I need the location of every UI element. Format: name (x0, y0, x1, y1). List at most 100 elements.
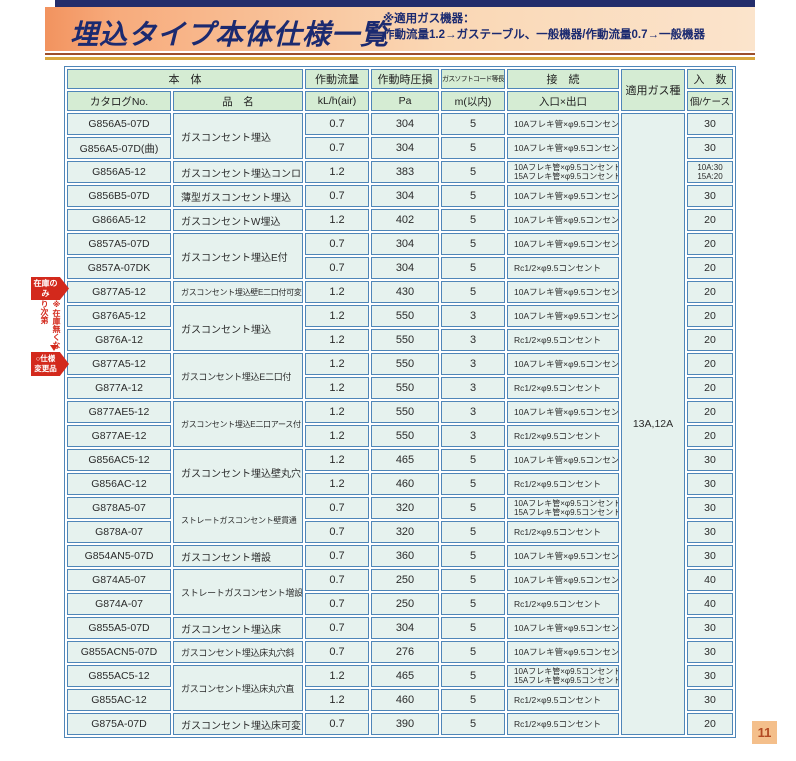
table-row: G877AE5-12 ガスコンセント埋込E二口アース付 1.2 550 3 10Aフレキ管… (67, 401, 733, 447)
cord-length-cell: 5 (441, 545, 505, 567)
catalog-no-cell: G856AC5-12 (67, 449, 171, 471)
flow-cell: 0.7 (305, 713, 369, 735)
qty-cell: 40 (687, 593, 733, 615)
flow-cell: 0.7 (305, 113, 369, 135)
product-name-cell: ガスコンセント埋込壁E二口付可変 (173, 281, 303, 303)
cord-length-cell: 5 (441, 497, 505, 519)
header-connection-unit: 入口×出口 (507, 91, 619, 111)
header-qty-unit: 個/ケース (687, 91, 733, 111)
spec-change-flag: ○仕様変更品 (31, 352, 69, 376)
product-name-cell: ガスコンセント埋込E付 (173, 233, 303, 279)
table-row: G877A5-12 ガスコンセント埋込E二口付 1.2 550 3 10Aフレキ管×φ9.… (67, 353, 733, 399)
cord-length-cell: 5 (441, 641, 505, 663)
flow-cell: 1.2 (305, 305, 369, 327)
pressure-cell: 250 (371, 569, 439, 591)
pressure-cell: 304 (371, 113, 439, 135)
header-flow: 作動流量 (305, 69, 369, 89)
gas-note-line2: 作動流量1.2→ガステーブル、一般機器/作動流量0.7→一般機器 (383, 28, 705, 41)
product-name-cell: ガスコンセントW埋込 (173, 209, 303, 231)
qty-cell: 20 (687, 281, 733, 303)
pressure-cell: 304 (371, 617, 439, 639)
catalog-no-cell: G877A5-12 (67, 281, 171, 303)
connection-cell: 10Aフレキ管×φ9.5コンセント (507, 137, 619, 159)
flow-cell: 1.2 (305, 425, 369, 447)
qty-cell: 20 (687, 209, 733, 231)
pressure-cell: 550 (371, 353, 439, 375)
spec-table-head: 本 体 作動流量 作動時圧損 ガスソフトコード等長さ 接 続 適用ガス種 入 数… (67, 69, 733, 111)
flow-cell: 0.7 (305, 497, 369, 519)
qty-cell: 20 (687, 401, 733, 423)
qty-cell: 40 (687, 569, 733, 591)
pressure-cell: 550 (371, 425, 439, 447)
flow-cell: 0.7 (305, 233, 369, 255)
qty-cell: 20 (687, 329, 733, 351)
flow-cell: 1.2 (305, 449, 369, 471)
catalog-no-cell: G878A5-07 (67, 497, 171, 519)
connection-cell: 10Aフレキ管×φ9.5コンセント (507, 569, 619, 591)
cord-length-cell: 5 (441, 449, 505, 471)
qty-cell: 20 (687, 425, 733, 447)
connection-cell: 10Aフレキ管×φ9.5コンセント (507, 233, 619, 255)
cord-length-cell: 3 (441, 425, 505, 447)
table-row: G856AC5-12 ガスコンセント埋込壁丸穴 1.2 465 5 10Aフレキ管×φ9.… (67, 449, 733, 495)
catalog-no-cell: G874A-07 (67, 593, 171, 615)
catalog-no-cell: G857A-07DK (67, 257, 171, 279)
catalog-no-cell: G856B5-07D (67, 185, 171, 207)
qty-cell: 30 (687, 449, 733, 471)
catalog-no-cell: G877AE5-12 (67, 401, 171, 423)
connection-cell: Rc1/2×φ9.5コンセント (507, 689, 619, 711)
connection-cell: Rc1/2×φ9.5コンセント (507, 593, 619, 615)
cord-length-cell: 5 (441, 473, 505, 495)
catalog-no-cell: G856AC-12 (67, 473, 171, 495)
pressure-cell: 304 (371, 137, 439, 159)
connection-cell: 10Aフレキ管×φ9.5コンセント (507, 617, 619, 639)
flow-cell: 1.2 (305, 161, 369, 183)
header-connection: 接 続 (507, 69, 619, 89)
connection-cell: 10Aフレキ管×φ9.5コンセント (507, 209, 619, 231)
connection-cell: 10Aフレキ管×φ9.5コンセント (507, 449, 619, 471)
qty-cell: 30 (687, 497, 733, 519)
qty-cell: 30 (687, 641, 733, 663)
table-row: G856B5-07D 薄型ガスコンセント埋込 0.7 304 5 10Aフレキ管×φ9.5… (67, 185, 733, 207)
product-name-cell: ガスコンセント埋込床 (173, 617, 303, 639)
cord-length-cell: 5 (441, 209, 505, 231)
cord-length-cell: 5 (441, 281, 505, 303)
product-name-cell: ガスコンセント埋込床可変 (173, 713, 303, 735)
product-name-cell: ガスコンセント埋込壁丸穴 (173, 449, 303, 495)
table-row: G856A5-07D ガスコンセント埋込 0.7 304 5 10Aフレキ管×φ9.5コン… (67, 113, 733, 735)
connection-cell: 10Aフレキ管×φ9.5コンセント (507, 185, 619, 207)
pressure-cell: 276 (371, 641, 439, 663)
flow-cell: 1.2 (305, 665, 369, 687)
pressure-cell: 304 (371, 185, 439, 207)
qty-cell: 30 (687, 113, 733, 135)
qty-cell: 20 (687, 257, 733, 279)
flow-cell: 0.7 (305, 617, 369, 639)
catalog-no-cell: G856A5-12 (67, 161, 171, 183)
table-row: G877A-12 1.2 550 3 Rc1/2×φ9.5コンセント 20 (67, 377, 733, 399)
connection-cell: 10Aフレキ管×φ9.5コンセント (507, 281, 619, 303)
connection-cell: Rc1/2×φ9.5コンセント (507, 377, 619, 399)
pressure-cell: 250 (371, 593, 439, 615)
table-row: G854AN5-07D ガスコンセント増設 0.7 360 5 10Aフレキ管×φ9.5コ… (67, 545, 733, 567)
pressure-cell: 320 (371, 521, 439, 543)
cord-length-cell: 5 (441, 689, 505, 711)
applicable-gas-note: ※適用ガス機器： 作動流量1.2→ガステーブル、一般機器/作動流量0.7→一般機… (383, 12, 705, 43)
catalog-no-cell: G877AE-12 (67, 425, 171, 447)
title-banner: 埋込タイプ本体仕様一覧 ※適用ガス機器： 作動流量1.2→ガステーブル、一般機器… (45, 7, 755, 51)
stock-note-vertical: ※在庫無くなり次第 (40, 300, 61, 349)
qty-cell: 30 (687, 473, 733, 495)
header-cord-unit: m(以内) (441, 91, 505, 111)
connection-cell: 10Aフレキ管×φ9.5コンセント (507, 353, 619, 375)
connection-cell: 10Aフレキ管×φ9.5コンセント (507, 401, 619, 423)
table-row: G878A-07 0.7 320 5 Rc1/2×φ9.5コンセント 30 (67, 521, 733, 543)
cord-length-cell: 3 (441, 329, 505, 351)
pressure-cell: 304 (371, 233, 439, 255)
flow-cell: 0.7 (305, 185, 369, 207)
qty-cell: 20 (687, 233, 733, 255)
catalog-no-cell: G875A-07D (67, 713, 171, 735)
qty-cell: 30 (687, 617, 733, 639)
connection-cell: Rc1/2×φ9.5コンセント (507, 257, 619, 279)
pressure-cell: 550 (371, 377, 439, 399)
flow-cell: 0.7 (305, 593, 369, 615)
pressure-cell: 390 (371, 713, 439, 735)
